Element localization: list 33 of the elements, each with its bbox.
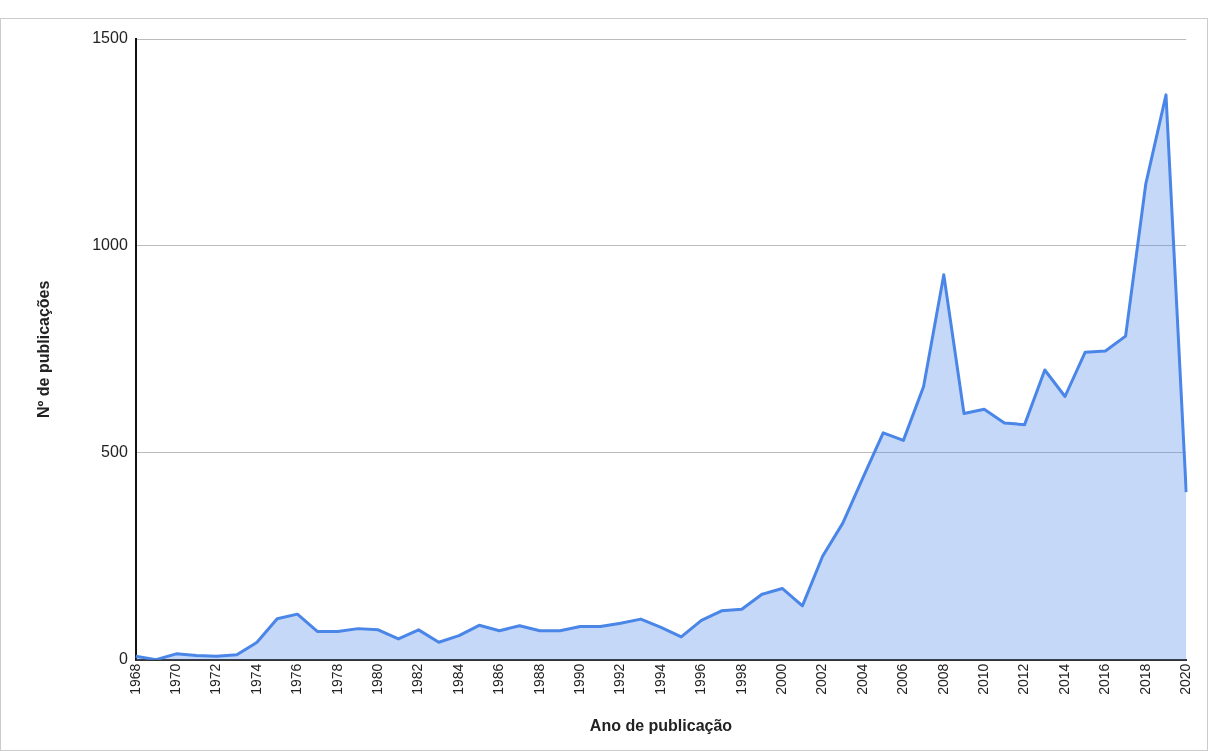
x-tick-label: 1996 <box>692 663 709 695</box>
x-tick-label: 2016 <box>1096 663 1113 695</box>
x-tick-label: 1974 <box>247 663 264 695</box>
x-tick-label: 2002 <box>813 663 830 695</box>
x-tick-label: 1998 <box>732 663 749 695</box>
x-tick-label: 2012 <box>1015 663 1032 695</box>
x-tick-label: 1994 <box>651 663 668 695</box>
x-tick-label: 2008 <box>934 663 951 695</box>
x-tick-label: 2014 <box>1055 663 1072 695</box>
x-tick-label: 2000 <box>773 663 790 695</box>
x-tick-label: 1980 <box>369 663 386 695</box>
x-tick-label: 2018 <box>1136 663 1153 695</box>
x-tick-label: 2010 <box>975 663 992 695</box>
x-tick-label: 1978 <box>328 663 345 695</box>
x-tick-label: 2020 <box>1177 663 1194 695</box>
y-tick-label: 1500 <box>92 29 128 47</box>
x-tick-label: 1990 <box>571 663 588 695</box>
x-tick-label: 1984 <box>449 663 466 695</box>
y-tick-label: 1000 <box>92 236 128 254</box>
x-tick-label: 1982 <box>409 663 426 695</box>
x-tick-label: 1970 <box>167 663 184 695</box>
y-tick-label: 500 <box>101 443 128 461</box>
y-tick-label: 0 <box>118 650 128 668</box>
x-tick-label: 2006 <box>894 663 911 695</box>
x-tick-label: 1976 <box>288 663 305 695</box>
x-axis-title: Ano de publicação <box>589 716 733 734</box>
x-tick-label: 1992 <box>611 663 628 695</box>
x-tick-label: 1986 <box>490 663 507 695</box>
x-tick-label: 2004 <box>853 663 870 695</box>
y-axis-title: Nº de publicações <box>35 280 53 419</box>
x-tick-label: 1988 <box>530 663 547 695</box>
x-tick-label: 1972 <box>207 663 224 695</box>
x-tick-label: 1968 <box>126 663 143 695</box>
